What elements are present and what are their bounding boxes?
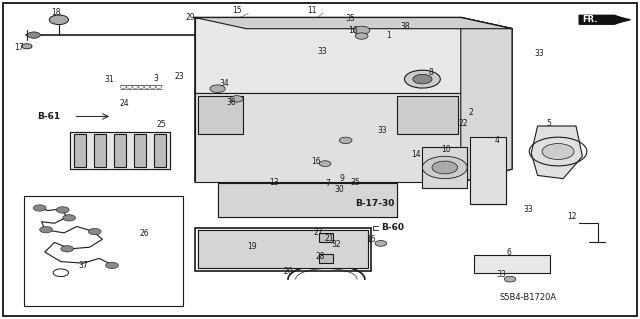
Text: 20: 20 <box>283 267 293 276</box>
Circle shape <box>230 96 243 102</box>
Circle shape <box>404 70 440 88</box>
Text: 29: 29 <box>186 13 196 22</box>
Text: 26: 26 <box>139 229 149 238</box>
Text: 36: 36 <box>226 98 236 107</box>
Text: 7: 7 <box>325 179 330 188</box>
Polygon shape <box>579 15 627 24</box>
Polygon shape <box>470 137 506 204</box>
Text: 9: 9 <box>339 174 344 182</box>
Circle shape <box>88 228 101 235</box>
Circle shape <box>422 156 467 179</box>
Text: 32: 32 <box>332 240 342 249</box>
Circle shape <box>63 215 76 221</box>
Polygon shape <box>134 134 147 167</box>
Polygon shape <box>397 96 458 134</box>
Text: 8: 8 <box>428 68 433 77</box>
Polygon shape <box>154 134 166 167</box>
Text: 10: 10 <box>441 145 451 154</box>
Text: S5B4-B1720A: S5B4-B1720A <box>499 293 556 302</box>
Text: 16: 16 <box>348 26 358 35</box>
Text: 4: 4 <box>495 136 500 145</box>
Text: 35: 35 <box>346 14 356 23</box>
Text: 14: 14 <box>411 150 421 159</box>
Bar <box>195 228 371 271</box>
Circle shape <box>319 161 331 167</box>
Circle shape <box>353 26 370 34</box>
Polygon shape <box>198 96 243 134</box>
Text: B-17-30: B-17-30 <box>355 199 395 208</box>
Text: 30: 30 <box>334 185 344 194</box>
Text: 33: 33 <box>524 205 534 214</box>
Text: 31: 31 <box>104 75 115 84</box>
Text: 19: 19 <box>247 242 257 251</box>
Circle shape <box>61 246 74 252</box>
Polygon shape <box>319 254 333 263</box>
Polygon shape <box>195 18 461 93</box>
Text: 38: 38 <box>400 22 410 31</box>
Circle shape <box>210 85 225 93</box>
Bar <box>24 196 183 306</box>
Text: 12: 12 <box>567 212 576 221</box>
Polygon shape <box>70 132 170 169</box>
Text: 16: 16 <box>310 157 321 166</box>
Text: 13: 13 <box>269 178 279 187</box>
Circle shape <box>413 74 432 84</box>
Text: 1: 1 <box>386 31 391 40</box>
Circle shape <box>375 241 387 246</box>
Polygon shape <box>461 18 512 182</box>
Text: 34: 34 <box>220 79 230 88</box>
Circle shape <box>28 32 40 38</box>
Polygon shape <box>422 147 467 188</box>
Circle shape <box>40 226 52 233</box>
Text: 2: 2 <box>468 108 473 117</box>
Text: 5: 5 <box>546 119 551 128</box>
Polygon shape <box>195 93 461 182</box>
Text: 37: 37 <box>78 261 88 270</box>
Polygon shape <box>319 233 333 242</box>
Circle shape <box>33 205 46 211</box>
Polygon shape <box>74 134 86 167</box>
Polygon shape <box>195 18 512 29</box>
Polygon shape <box>198 230 368 268</box>
Text: 11: 11 <box>307 6 316 15</box>
Text: B-61: B-61 <box>37 112 60 121</box>
Text: 21: 21 <box>324 234 333 243</box>
Text: 24: 24 <box>119 100 129 108</box>
Polygon shape <box>93 134 106 167</box>
Circle shape <box>432 161 458 174</box>
Text: 35: 35 <box>350 178 360 187</box>
Text: 17: 17 <box>14 43 24 52</box>
Circle shape <box>339 137 352 144</box>
Polygon shape <box>613 16 630 24</box>
Text: 33: 33 <box>317 48 328 56</box>
Text: 28: 28 <box>316 252 324 261</box>
Text: 3: 3 <box>153 74 158 83</box>
Text: 23: 23 <box>174 72 184 81</box>
Bar <box>474 255 550 273</box>
Text: B-60: B-60 <box>381 223 404 232</box>
Polygon shape <box>114 134 127 167</box>
Text: 6: 6 <box>506 249 511 257</box>
Circle shape <box>106 262 118 269</box>
Text: 27: 27 <box>313 228 323 237</box>
Text: 18: 18 <box>52 8 61 17</box>
Circle shape <box>504 276 516 282</box>
Text: 33: 33 <box>534 49 544 58</box>
Text: 22: 22 <box>459 119 468 128</box>
Text: 16: 16 <box>366 235 376 244</box>
Circle shape <box>355 33 368 39</box>
Circle shape <box>49 15 68 25</box>
Polygon shape <box>531 126 582 179</box>
Text: 33: 33 <box>378 126 388 135</box>
Text: 25: 25 <box>156 120 166 129</box>
Circle shape <box>542 144 574 160</box>
Polygon shape <box>218 183 397 217</box>
Text: FR.: FR. <box>582 15 598 24</box>
Text: 33: 33 <box>497 271 507 279</box>
Circle shape <box>56 207 69 213</box>
Text: 15: 15 <box>232 6 242 15</box>
Circle shape <box>22 44 32 49</box>
